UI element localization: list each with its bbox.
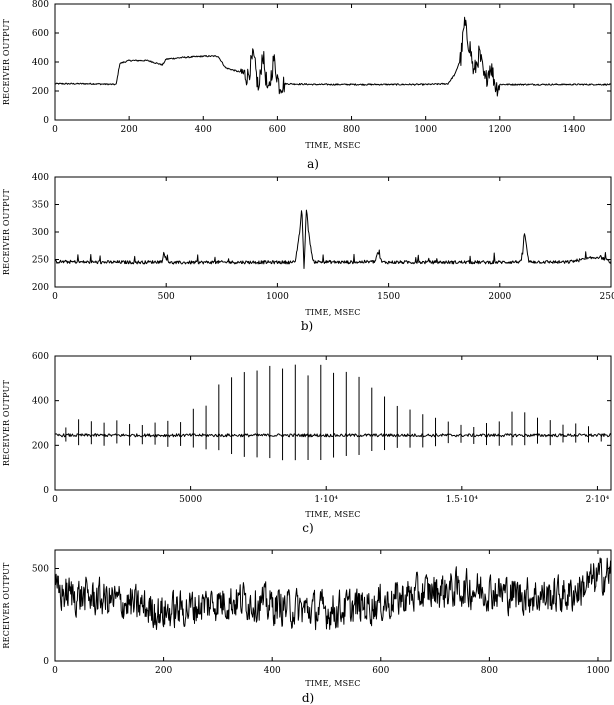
series-line (54, 557, 612, 631)
x-tick-label: 600 (269, 125, 286, 135)
plot-frame (54, 176, 612, 288)
x-tick-label: 1000 (266, 292, 289, 302)
y-tick-label: 200 (32, 283, 49, 293)
y-tick-label: 200 (32, 87, 49, 97)
chart-panel-1: 0 200 400 600 800 1000 1200 1400 0 200 400 600 800 TI… (2, 0, 612, 171)
y-axis-label: RECEIVER OUTPUT (2, 18, 11, 105)
y-tick-label: 400 (32, 173, 49, 183)
x-tick-label: 400 (264, 666, 281, 676)
x-tick-label: 200 (121, 125, 138, 135)
x-tick-label: 2·10⁴ (586, 495, 610, 505)
y-axis-label: RECEIVER OUTPUT (2, 379, 11, 466)
x-tick-label: 0 (52, 666, 58, 676)
x-tick-label: 1·10⁴ (314, 495, 338, 505)
chart-panel-2: 0 500 1000 1500 2000 2500 200 250 300 350 400 TIME,… (2, 173, 614, 333)
x-tick-label: 800 (343, 125, 360, 135)
x-tick-label: 2500 (600, 292, 614, 302)
y-tick-label: 400 (32, 58, 49, 68)
y-axis-label: RECEIVER OUTPUT (2, 188, 11, 275)
x-tick-label: 5000 (179, 495, 202, 505)
x-tick-label: 0 (52, 495, 58, 505)
plot-frame (54, 549, 612, 662)
panel-label: a) (307, 157, 319, 171)
panel-label: d) (302, 691, 314, 705)
plot-frame (54, 355, 612, 491)
y-tick-label: 0 (43, 657, 49, 667)
x-tick-label: 800 (481, 666, 498, 676)
x-axis-label: TIME, MSEC (305, 141, 360, 150)
series-line (54, 16, 612, 97)
chart-panel-3: 0 5000 1·10⁴ 1.5·10⁴ 2·10⁴ 0 200 400 600 TIME, MS… (2, 352, 612, 535)
y-tick-label: 600 (32, 352, 49, 362)
x-tick-label: 1200 (488, 125, 511, 135)
x-tick-label: 1500 (377, 292, 400, 302)
panel-label: b) (301, 319, 313, 333)
x-tick-label: 1400 (562, 125, 585, 135)
y-tick-label: 400 (32, 397, 49, 407)
y-axis-label: RECEIVER OUTPUT (2, 562, 11, 649)
x-tick-label: 1000 (587, 666, 610, 676)
plot-frame (54, 3, 612, 121)
series-line (54, 433, 612, 438)
y-tick-label: 600 (32, 29, 49, 39)
y-tick-label: 500 (32, 565, 49, 575)
y-tick-label: 200 (32, 441, 49, 451)
y-tick-label: 300 (32, 228, 49, 238)
x-tick-label: 1.5·10⁴ (446, 495, 479, 505)
y-tick-label: 0 (43, 116, 49, 126)
x-tick-label: 1000 (414, 125, 437, 135)
y-tick-label: 250 (32, 256, 49, 266)
panel-label: c) (302, 521, 313, 535)
x-tick-label: 400 (195, 125, 212, 135)
x-tick-label: 500 (158, 292, 175, 302)
x-tick-label: 200 (155, 666, 172, 676)
x-tick-label: 2000 (488, 292, 511, 302)
chart-panel-4: 0 200 400 600 800 1000 0 500 TIME, MSEC RECEIVER … (2, 549, 612, 705)
x-tick-label: 0 (52, 292, 58, 302)
series-line (54, 209, 612, 269)
y-tick-label: 350 (32, 201, 49, 211)
x-axis-label: TIME, MSEC (305, 510, 360, 519)
x-tick-label: 0 (52, 125, 58, 135)
x-axis-label: TIME, MSEC (305, 679, 360, 688)
y-tick-label: 800 (32, 0, 49, 10)
x-tick-label: 600 (372, 666, 389, 676)
y-tick-label: 0 (43, 486, 49, 496)
x-axis-label: TIME, MSEC (305, 308, 360, 317)
